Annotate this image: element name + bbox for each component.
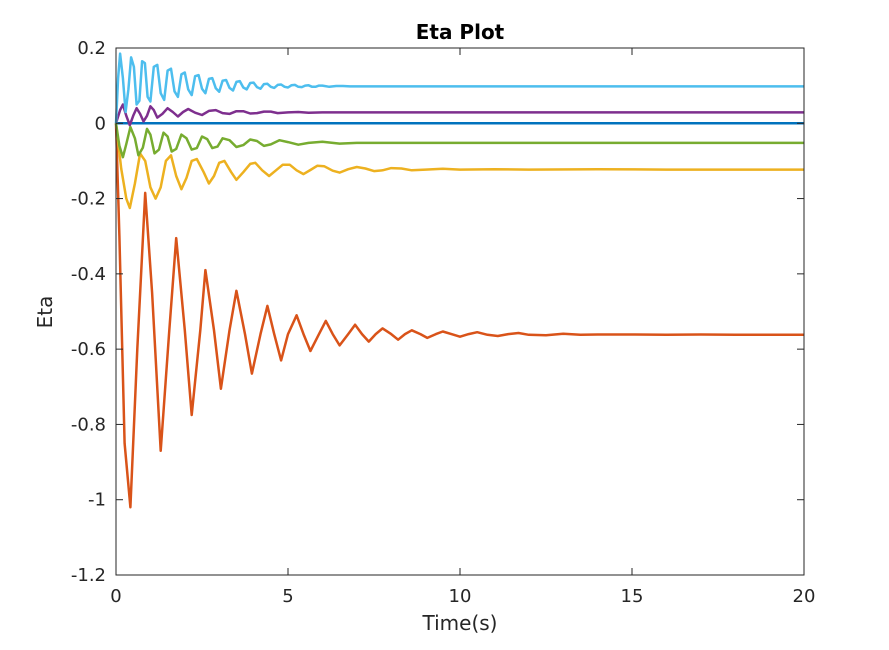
series-line-3 xyxy=(114,123,804,210)
axis-ticks: 0 5 10 15 20 0.2 0 -0.2 -0.4 -0.6 -0.8 -1 -1.2 xyxy=(71,38,816,607)
series-line-4 xyxy=(114,103,804,127)
y-tick-label: -0.6 xyxy=(71,339,106,360)
series-line-5 xyxy=(114,123,804,159)
y-tick-label: -1.2 xyxy=(71,565,106,586)
plot-area xyxy=(116,48,804,575)
y-tick-label: 0 xyxy=(95,113,106,134)
chart-title: Eta Plot xyxy=(416,20,505,44)
x-tick-label: 5 xyxy=(282,586,293,607)
x-tick-label: 10 xyxy=(449,586,472,607)
y-tick-label: -1 xyxy=(88,490,106,511)
y-tick-label: -0.8 xyxy=(71,414,106,435)
y-tick-label: -0.4 xyxy=(71,264,106,285)
x-axis-label: Time(s) xyxy=(422,611,498,635)
x-tick-label: 15 xyxy=(621,586,644,607)
y-tick-label: -0.2 xyxy=(71,189,106,210)
series-line-2 xyxy=(114,123,804,509)
series-lines xyxy=(114,52,804,509)
series-line-6 xyxy=(114,52,804,124)
y-axis-label: Eta xyxy=(33,296,57,329)
y-tick-label: 0.2 xyxy=(77,38,106,59)
x-tick-label: 0 xyxy=(110,586,121,607)
x-tick-label: 20 xyxy=(793,586,816,607)
